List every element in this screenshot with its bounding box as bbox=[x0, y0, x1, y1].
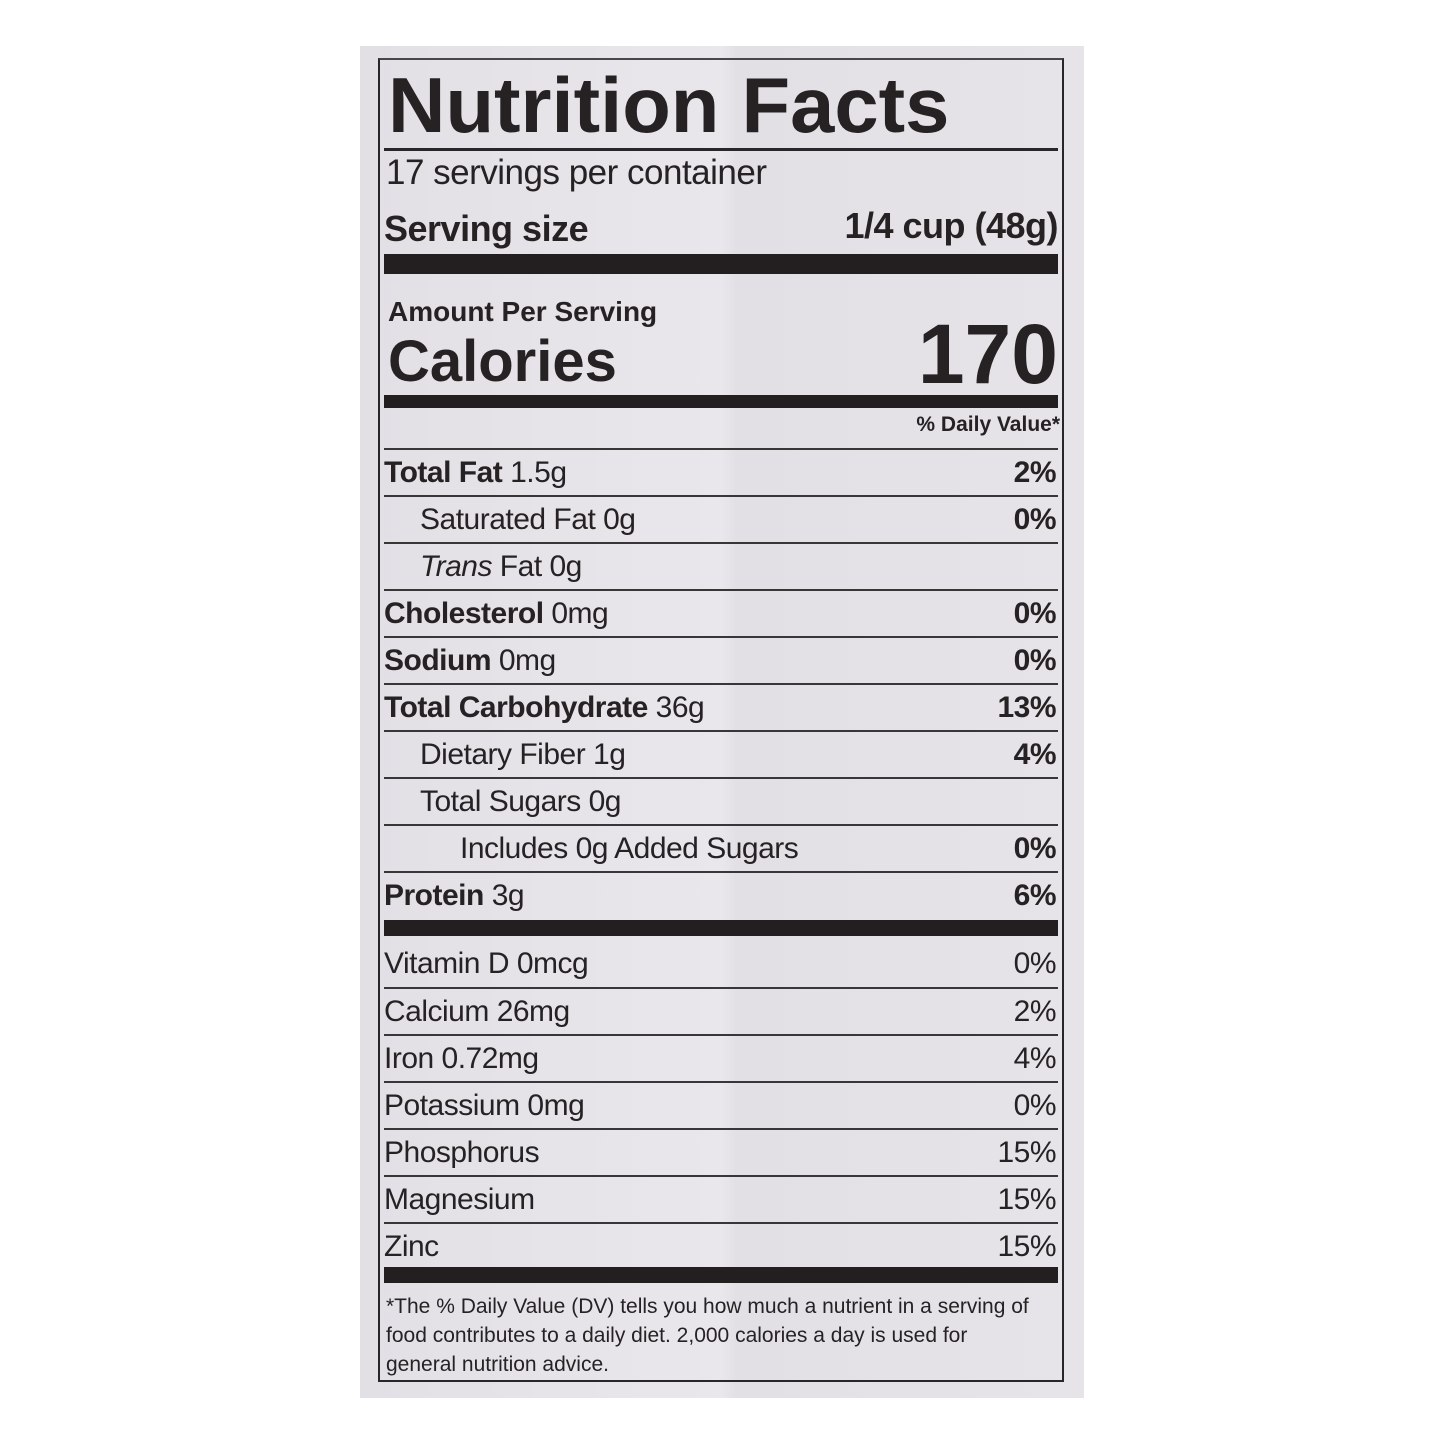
thick-divider bbox=[384, 1267, 1058, 1283]
vitamin-daily-value: 2% bbox=[1013, 994, 1057, 1028]
vitamin-row: Magnesium 15% bbox=[384, 1175, 1058, 1222]
daily-value-header: % Daily Value* bbox=[916, 413, 1060, 436]
nutrient-row: Saturated Fat 0g 0% bbox=[384, 495, 1058, 542]
nutrient-row: Total Sugars 0g bbox=[384, 777, 1058, 824]
nutrient-amount: 0mg bbox=[543, 596, 609, 630]
servings-per-container: 17 servings per container bbox=[386, 153, 767, 192]
vitamin-row: Phosphorus 15% bbox=[384, 1128, 1058, 1175]
nutrient-row: Total Carbohydrate 36g 13% bbox=[384, 683, 1058, 730]
vitamin-daily-value: 15% bbox=[997, 1182, 1056, 1216]
nutrient-daily-value: 2% bbox=[1013, 455, 1057, 489]
nutrient-name: Dietary Fiber 1g bbox=[420, 737, 626, 771]
vitamin-name: Iron 0.72mg bbox=[384, 1041, 539, 1075]
nutrient-amount: Fat 0g bbox=[491, 549, 583, 583]
nutrient-label: Total Carbohydrate 36g bbox=[384, 690, 705, 725]
serving-size-value: 1/4 cup (48g) bbox=[844, 205, 1058, 246]
nutrient-daily-value: 4% bbox=[1013, 737, 1057, 771]
vitamin-row: Zinc 15% bbox=[384, 1222, 1058, 1269]
nutrient-name: Total Carbohydrate bbox=[384, 690, 648, 724]
nutrient-row: Includes 0g Added Sugars 0% bbox=[384, 824, 1058, 871]
nutrient-name: Includes 0g Added Sugars bbox=[460, 831, 799, 865]
nutrient-amount: 1.5g bbox=[502, 455, 567, 489]
title: Nutrition Facts bbox=[388, 61, 950, 149]
nutrient-row: Protein 3g 6% bbox=[384, 871, 1058, 918]
nutrient-label: Saturated Fat 0g bbox=[384, 502, 636, 537]
nutrient-amount: 0mg bbox=[491, 643, 556, 677]
vitamin-list: Vitamin D 0mcg 0% Calcium 26mg 2% Iron 0.72m… bbox=[384, 940, 1058, 1269]
calories-value: 170 bbox=[917, 307, 1058, 401]
vitamin-row: Vitamin D 0mcg 0% bbox=[384, 940, 1058, 987]
vitamin-name: Phosphorus bbox=[384, 1135, 540, 1169]
footnote: *The % Daily Value (DV) tells you how mu… bbox=[386, 1295, 1029, 1376]
nutrient-label: Total Sugars 0g bbox=[384, 785, 621, 819]
vitamin-daily-value: 15% bbox=[997, 1135, 1056, 1169]
nutrient-label: Includes 0g Added Sugars bbox=[384, 831, 799, 866]
nutrient-daily-value: 0% bbox=[1013, 831, 1057, 865]
nutrition-facts-panel: Nutrition Facts 17 servings per containe… bbox=[378, 58, 1064, 1382]
vitamin-name: Calcium 26mg bbox=[384, 994, 570, 1028]
nutrient-daily-value: 6% bbox=[1013, 878, 1057, 912]
calories-label: Calories bbox=[388, 329, 617, 394]
nutrient-row: Trans Fat 0g bbox=[384, 542, 1058, 589]
nutrient-name: Saturated Fat 0g bbox=[420, 502, 636, 536]
thick-divider bbox=[384, 920, 1058, 936]
vitamin-daily-value: 15% bbox=[997, 1229, 1056, 1263]
nutrient-label: Protein 3g bbox=[384, 878, 525, 913]
vitamin-name: Zinc bbox=[384, 1229, 439, 1263]
amount-per-serving: Amount Per Serving bbox=[388, 296, 658, 327]
vitamin-name: Vitamin D 0mcg bbox=[384, 946, 589, 980]
nutrient-daily-value: 0% bbox=[1013, 643, 1057, 677]
vitamin-name: Magnesium bbox=[384, 1182, 535, 1216]
vitamin-row: Potassium 0mg 0% bbox=[384, 1081, 1058, 1128]
nutrient-row: Total Fat 1.5g 2% bbox=[384, 448, 1058, 495]
nutrient-label: Trans Fat 0g bbox=[384, 550, 582, 584]
nutrient-label: Total Fat 1.5g bbox=[384, 456, 567, 490]
divider bbox=[384, 148, 1058, 151]
vitamin-daily-value: 4% bbox=[1013, 1041, 1057, 1075]
nutrient-list: Total Fat 1.5g 2% Saturated Fat 0g 0% Trans … bbox=[384, 448, 1058, 918]
nutrient-amount: 3g bbox=[483, 878, 525, 912]
nutrient-label: Cholesterol 0mg bbox=[384, 596, 609, 631]
nutrient-name: Trans bbox=[420, 549, 492, 583]
nutrient-row: Sodium 0mg 0% bbox=[384, 636, 1058, 683]
vitamin-daily-value: 0% bbox=[1013, 946, 1057, 980]
vitamin-daily-value: 0% bbox=[1013, 1088, 1057, 1122]
vitamin-row: Iron 0.72mg 4% bbox=[384, 1034, 1058, 1081]
nutrient-name: Total Sugars 0g bbox=[420, 784, 621, 818]
nutrient-daily-value: 0% bbox=[1013, 502, 1057, 536]
nutrient-label: Dietary Fiber 1g bbox=[384, 737, 626, 772]
nutrient-daily-value: 13% bbox=[997, 690, 1056, 724]
vitamin-row: Calcium 26mg 2% bbox=[384, 987, 1058, 1034]
nutrient-name: Total Fat bbox=[384, 455, 503, 489]
nutrient-name: Protein bbox=[384, 878, 484, 912]
nutrient-row: Dietary Fiber 1g 4% bbox=[384, 730, 1058, 777]
thick-divider bbox=[384, 395, 1058, 408]
nutrient-daily-value: 0% bbox=[1013, 596, 1057, 630]
nutrient-name: Cholesterol bbox=[384, 596, 544, 630]
vitamin-name: Potassium 0mg bbox=[384, 1088, 585, 1122]
nutrition-label: Nutrition Facts 17 servings per containe… bbox=[360, 46, 1084, 1398]
nutrient-label: Sodium 0mg bbox=[384, 644, 556, 678]
nutrient-amount: 36g bbox=[647, 690, 705, 724]
nutrient-name: Sodium bbox=[384, 643, 492, 677]
nutrient-row: Cholesterol 0mg 0% bbox=[384, 589, 1058, 636]
serving-size-label: Serving size bbox=[384, 208, 589, 249]
thick-divider bbox=[384, 254, 1058, 274]
